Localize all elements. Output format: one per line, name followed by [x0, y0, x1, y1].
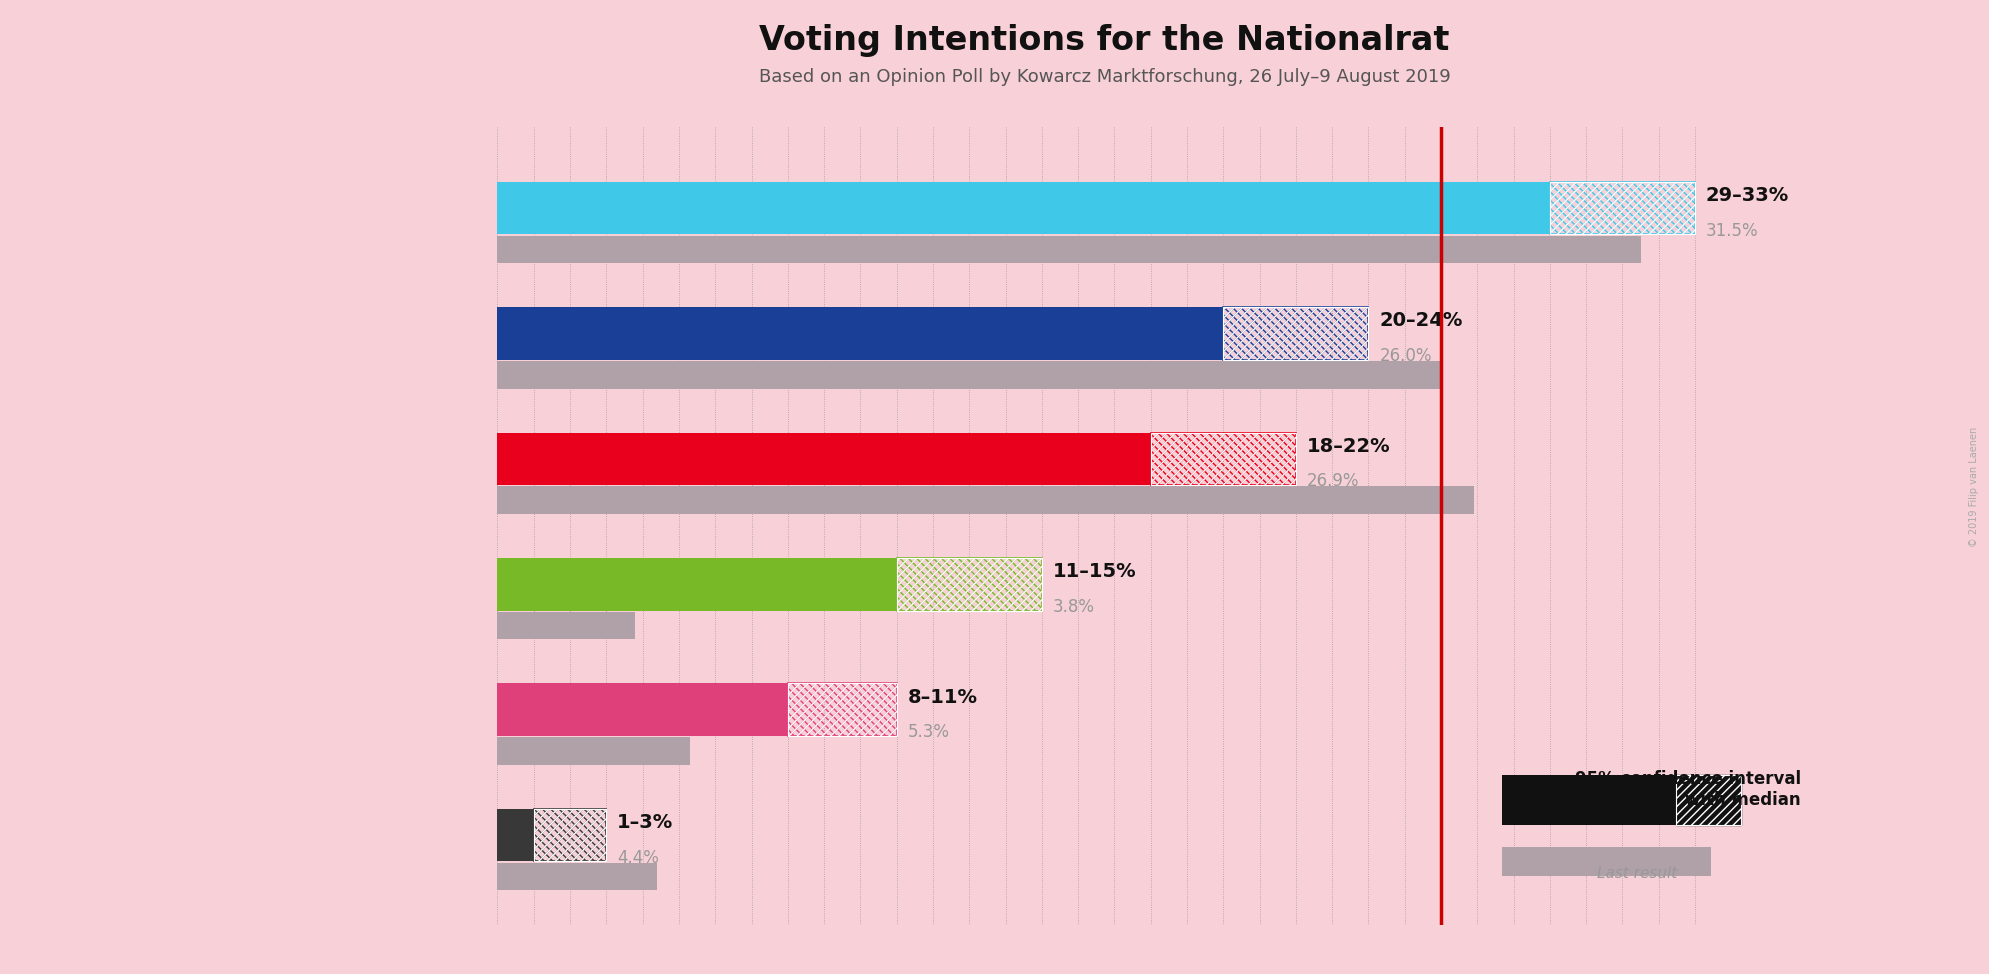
Bar — [497, 236, 1639, 263]
Bar — [1502, 775, 1675, 825]
Bar — [1675, 775, 1740, 825]
Bar — [533, 808, 607, 861]
Bar — [533, 808, 607, 861]
Bar — [497, 737, 690, 765]
Bar — [497, 307, 1223, 359]
Bar — [1502, 846, 1711, 877]
Bar — [1223, 307, 1368, 359]
Bar — [1150, 432, 1295, 485]
Bar — [497, 558, 897, 611]
Bar — [497, 432, 1150, 485]
Bar — [788, 684, 897, 736]
Text: 29–33%: 29–33% — [1705, 186, 1788, 206]
Bar — [897, 558, 1042, 611]
Bar — [497, 808, 533, 861]
Text: 8–11%: 8–11% — [907, 688, 977, 706]
Text: © 2019 Filip van Laenen: © 2019 Filip van Laenen — [1967, 427, 1979, 547]
Bar — [497, 361, 1440, 389]
Text: 1–3%: 1–3% — [617, 813, 672, 832]
Bar — [497, 684, 788, 736]
Bar — [788, 684, 897, 736]
Text: Last result: Last result — [1595, 867, 1677, 881]
Text: Voting Intentions for the Nationalrat: Voting Intentions for the Nationalrat — [760, 24, 1448, 57]
Bar — [897, 558, 1042, 611]
Text: 3.8%: 3.8% — [1052, 598, 1094, 616]
Bar — [1150, 432, 1295, 485]
Bar — [1549, 182, 1695, 235]
Text: 20–24%: 20–24% — [1378, 312, 1462, 330]
Text: 11–15%: 11–15% — [1052, 562, 1136, 581]
Text: 95% confidence interval
with median: 95% confidence interval with median — [1573, 770, 1800, 809]
Text: 31.5%: 31.5% — [1705, 222, 1758, 240]
Bar — [497, 863, 656, 890]
Text: 26.9%: 26.9% — [1307, 472, 1358, 491]
Bar — [497, 182, 1549, 235]
Text: 26.0%: 26.0% — [1378, 347, 1430, 365]
Text: Based on an Opinion Poll by Kowarcz Marktforschung, 26 July–9 August 2019: Based on an Opinion Poll by Kowarcz Mark… — [758, 68, 1450, 86]
Text: 4.4%: 4.4% — [617, 848, 658, 867]
Text: 18–22%: 18–22% — [1307, 437, 1390, 456]
Bar — [497, 612, 634, 639]
Bar — [497, 486, 1474, 514]
Bar — [1675, 775, 1740, 825]
Text: 5.3%: 5.3% — [907, 724, 949, 741]
Bar — [1223, 307, 1368, 359]
Bar — [1549, 182, 1695, 235]
